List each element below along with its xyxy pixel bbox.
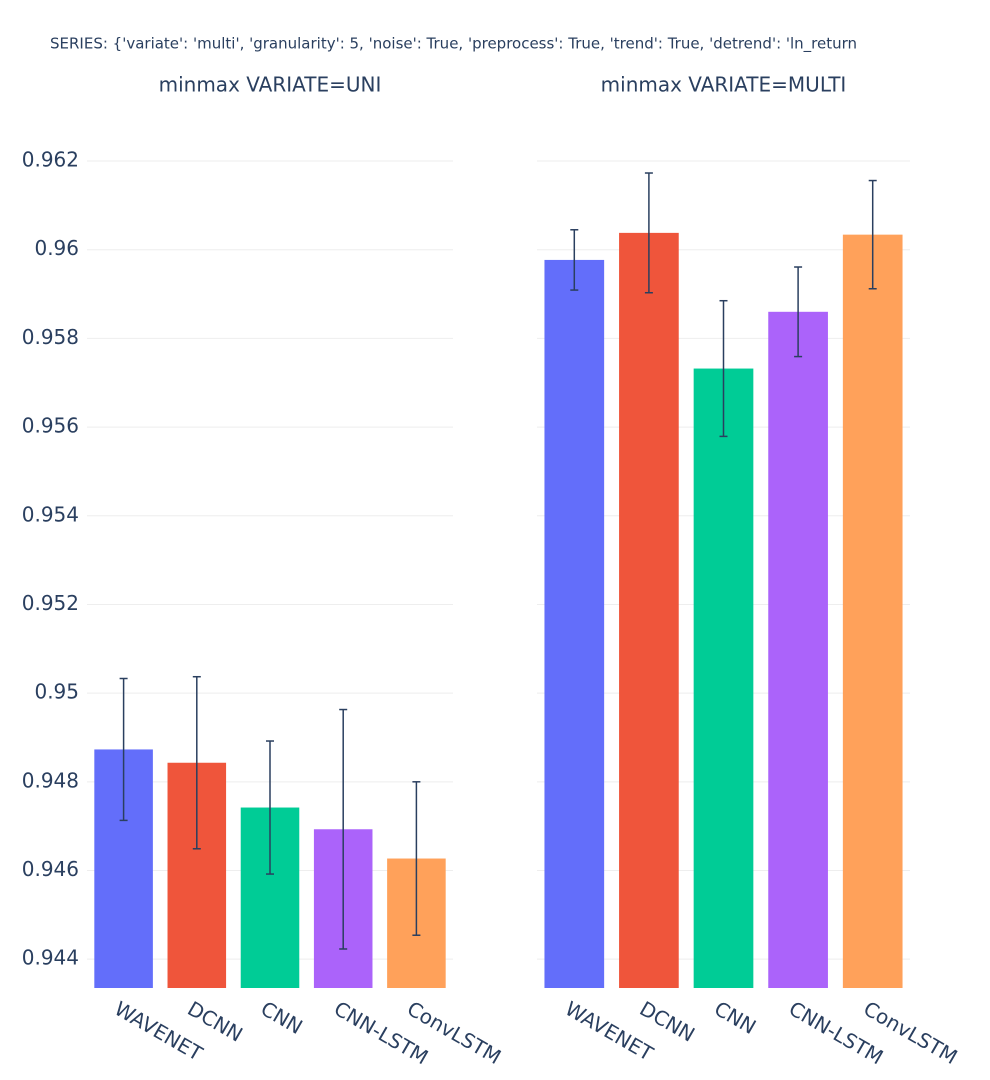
error-bar [794, 266, 803, 358]
y-tick-label: 0.95 [34, 680, 79, 704]
bar [619, 232, 679, 988]
bar [768, 311, 828, 988]
error-bar [119, 677, 128, 822]
error-bar [570, 229, 579, 291]
x-tick-label: CNN [710, 996, 760, 1039]
error-bar [719, 299, 728, 438]
y-tick-label: 0.946 [22, 857, 79, 881]
subplot-title: minmax VARIATE=MULTI [601, 73, 847, 97]
bar [842, 234, 903, 988]
y-tick-label: 0.96 [34, 236, 79, 260]
error-bar [192, 675, 201, 850]
y-tick-label: 0.956 [22, 414, 79, 438]
bar [544, 259, 605, 988]
error-bar [868, 179, 877, 290]
y-tick-label: 0.944 [22, 946, 79, 970]
bar [693, 368, 754, 988]
y-tick-label: 0.948 [22, 768, 79, 792]
error-bar [266, 740, 274, 875]
y-tick-label: 0.954 [22, 502, 79, 526]
figure-title: SERIES: {'variate': 'multi', 'granularit… [50, 35, 857, 54]
y-tick-label: 0.952 [22, 591, 79, 615]
subplot-title: minmax VARIATE=UNI [159, 73, 382, 97]
y-tick-label: 0.962 [22, 148, 79, 172]
error-bar [339, 708, 348, 950]
error-bar [412, 781, 421, 936]
error-bar [644, 172, 653, 294]
x-tick-label: CNN [257, 996, 307, 1039]
y-tick-label: 0.958 [22, 325, 79, 349]
